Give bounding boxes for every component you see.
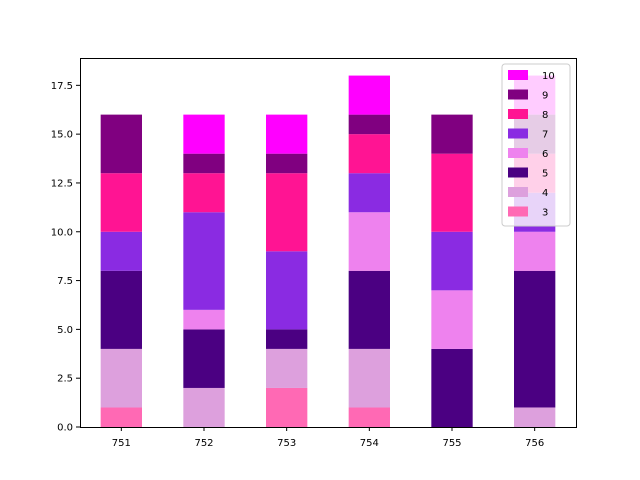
plot-frame	[80, 58, 577, 428]
bar-752-series-5	[183, 329, 225, 388]
bar-755-series-5	[431, 348, 473, 427]
bar-756-series-4	[514, 407, 556, 427]
legend-label-9: 9	[542, 91, 548, 102]
legend-swatch-6	[508, 148, 528, 158]
legend-label-6: 6	[542, 149, 548, 160]
bar-752-series-4	[183, 387, 225, 427]
legend-label-7: 7	[542, 130, 548, 141]
bar-754-series-9	[348, 114, 390, 135]
bar-751-series-7	[100, 231, 142, 271]
bar-755-series-7	[431, 231, 473, 291]
bar-755-series-6	[431, 290, 473, 349]
y-tick-label: 0.0	[57, 423, 73, 434]
bar-755-series-9	[431, 114, 473, 154]
legend-swatch-3	[508, 206, 528, 217]
bar-751-series-4	[100, 348, 142, 408]
bar-754-series-4	[348, 348, 390, 408]
bar-754-series-8	[348, 134, 390, 174]
bar-752-series-8	[183, 173, 225, 213]
bar-753-series-4	[266, 348, 308, 388]
bar-754-series-10	[348, 75, 390, 115]
x-tick-label-753: 753	[277, 438, 296, 449]
bar-753-series-7	[266, 251, 308, 330]
y-tick-label: 7.5	[57, 276, 73, 287]
bar-751-series-3	[100, 407, 142, 427]
legend-label-3: 3	[542, 208, 548, 219]
bar-756-series-6	[514, 231, 556, 271]
legend-swatch-10	[508, 70, 528, 80]
y-tick-label: 12.5	[51, 178, 73, 189]
bar-752-series-9	[183, 153, 225, 174]
bar-751-series-8	[100, 173, 142, 232]
y-tick-label: 10.0	[51, 227, 73, 238]
y-tick-label: 17.5	[51, 81, 73, 92]
y-tick-label: 5.0	[57, 325, 73, 336]
x-tick-label-752: 752	[194, 438, 213, 449]
y-tick-label: 15.0	[51, 130, 73, 141]
bar-751-series-5	[100, 270, 142, 349]
bar-752-series-10	[183, 114, 225, 154]
legend-box	[501, 63, 571, 227]
legend: 10 9 8 7 6 5 4 3	[501, 63, 571, 227]
bar-752-series-7	[183, 212, 225, 310]
bar-753-series-3	[266, 387, 308, 427]
bar-754-series-5	[348, 270, 390, 349]
legend-swatch-4	[508, 187, 528, 197]
y-axis: 0.0 2.5 5.0 7.5 10.0 12.5 15.0 17.5	[51, 81, 80, 434]
x-tick-label-755: 755	[442, 438, 461, 449]
legend-label-10: 10	[542, 71, 555, 82]
bar-755-series-8	[431, 153, 473, 232]
bar-753-series-5	[266, 329, 308, 349]
legend-label-8: 8	[542, 110, 548, 121]
x-tick-label-754: 754	[360, 438, 379, 449]
legend-swatch-9	[508, 89, 528, 100]
bar-753-series-8	[266, 173, 308, 252]
legend-swatch-5	[508, 167, 528, 178]
legend-swatch-7	[508, 128, 528, 139]
bar-754-series-7	[348, 173, 390, 213]
bar-754-series-6	[348, 212, 390, 271]
legend-label-5: 5	[542, 169, 548, 180]
bar-756-series-5	[514, 270, 556, 408]
legend-swatch-8	[508, 109, 528, 119]
bar-753-series-10	[266, 114, 308, 154]
axes-layer	[80, 58, 577, 428]
y-tick-label: 2.5	[57, 374, 73, 385]
bar-752-series-6	[183, 309, 225, 330]
bar-layer	[100, 75, 556, 427]
bar-753-series-9	[266, 153, 308, 174]
bar-751-series-9	[100, 114, 142, 174]
x-tick-label-756: 756	[525, 438, 544, 449]
x-axis: 751 752 753 754 755 756	[112, 427, 544, 449]
x-tick-label-751: 751	[112, 438, 131, 449]
legend-label-4: 4	[542, 188, 548, 199]
bar-754-series-3	[348, 407, 390, 427]
